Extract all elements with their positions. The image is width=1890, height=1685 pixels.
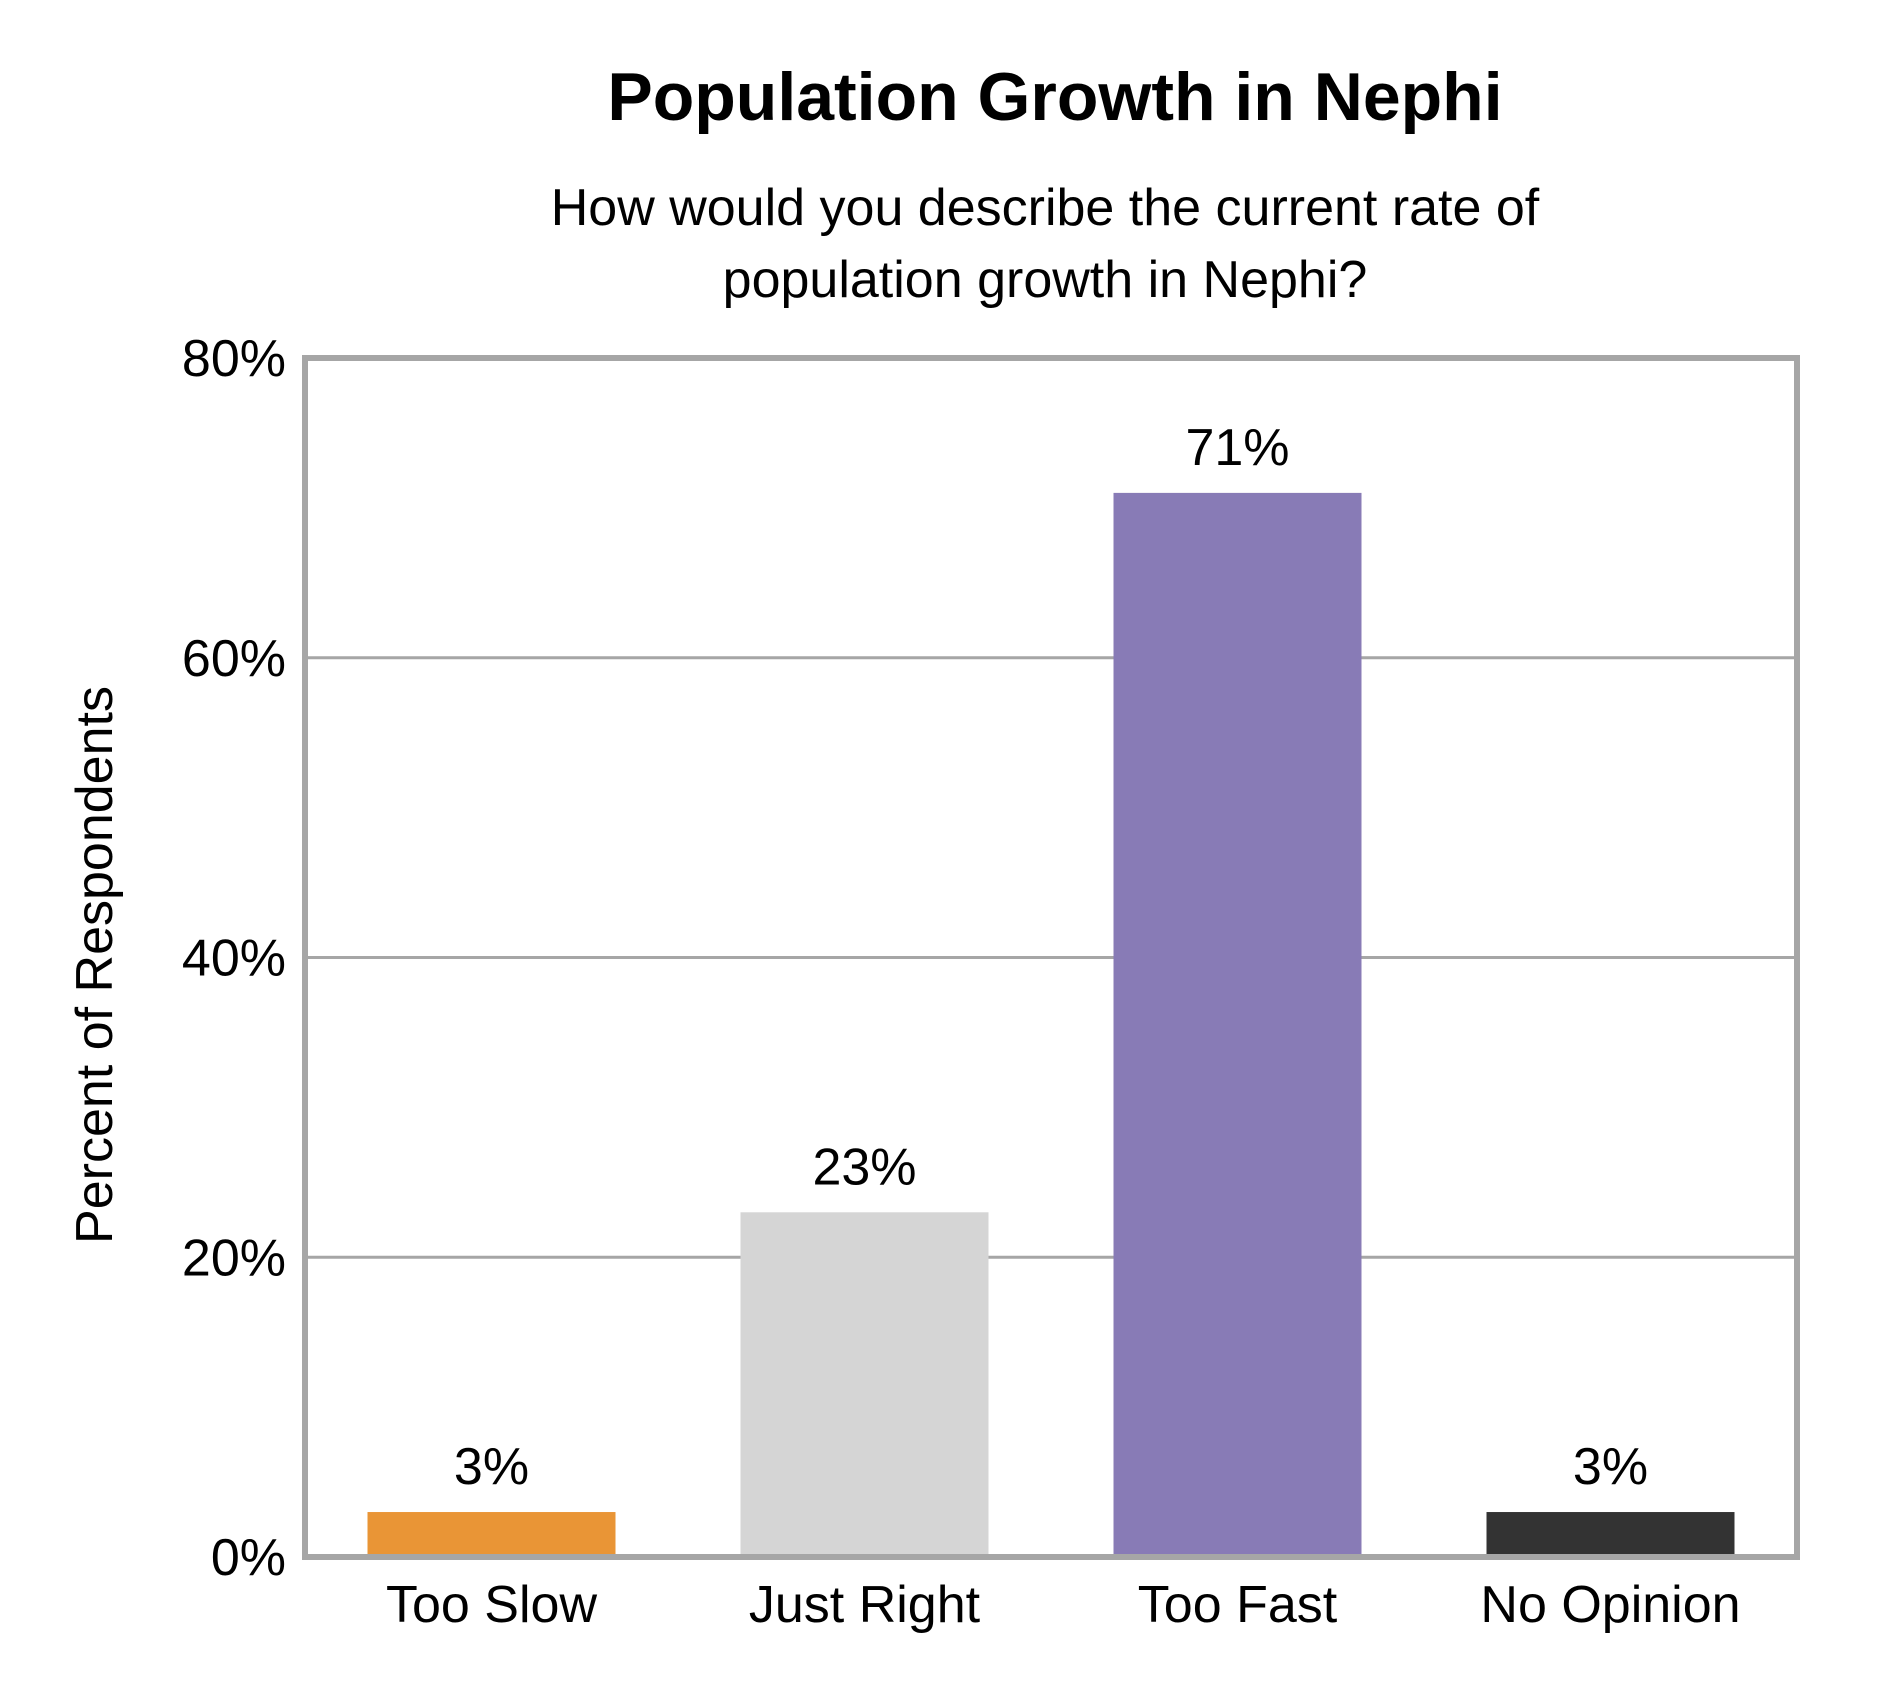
bar-too-slow — [367, 1512, 616, 1557]
y-axis-ticks: 0% 20% 40% 60% 80% — [182, 330, 286, 1587]
y-tick-label-0: 0% — [211, 1529, 286, 1587]
bar-no-opinion — [1486, 1512, 1735, 1557]
bar-just-right — [740, 1212, 989, 1557]
x-tick-label-no-opinion: No Opinion — [1480, 1576, 1740, 1634]
x-tick-label-too-slow: Too Slow — [386, 1576, 597, 1634]
x-tick-label-too-fast: Too Fast — [1138, 1576, 1338, 1634]
value-label-too-fast: 71% — [1185, 419, 1289, 477]
y-tick-label-60: 60% — [182, 630, 286, 688]
value-labels: 3% 23% 71% 3% — [454, 419, 1648, 1496]
y-tick-label-40: 40% — [182, 930, 286, 988]
chart-subtitle-line-1: How would you describe the current rate … — [551, 179, 1540, 237]
value-label-too-slow: 3% — [454, 1438, 529, 1496]
x-axis-ticks: Too Slow Just Right Too Fast No Opinion — [386, 1576, 1741, 1634]
y-axis-title: Percent of Respondents — [66, 686, 124, 1244]
gridlines — [305, 656, 1797, 1259]
plot-frame — [302, 355, 1800, 1560]
y-tick-label-80: 80% — [182, 330, 286, 388]
bars — [367, 492, 1735, 1558]
value-label-no-opinion: 3% — [1573, 1438, 1648, 1496]
value-label-just-right: 23% — [812, 1138, 916, 1196]
chart-subtitle-line-2: population growth in Nephi? — [723, 251, 1368, 309]
x-tick-label-just-right: Just Right — [749, 1576, 981, 1634]
y-tick-label-20: 20% — [182, 1229, 286, 1287]
bar-too-fast — [1113, 492, 1362, 1558]
chart-title: Population Growth in Nephi — [607, 59, 1502, 135]
plot-border — [302, 355, 1800, 1560]
